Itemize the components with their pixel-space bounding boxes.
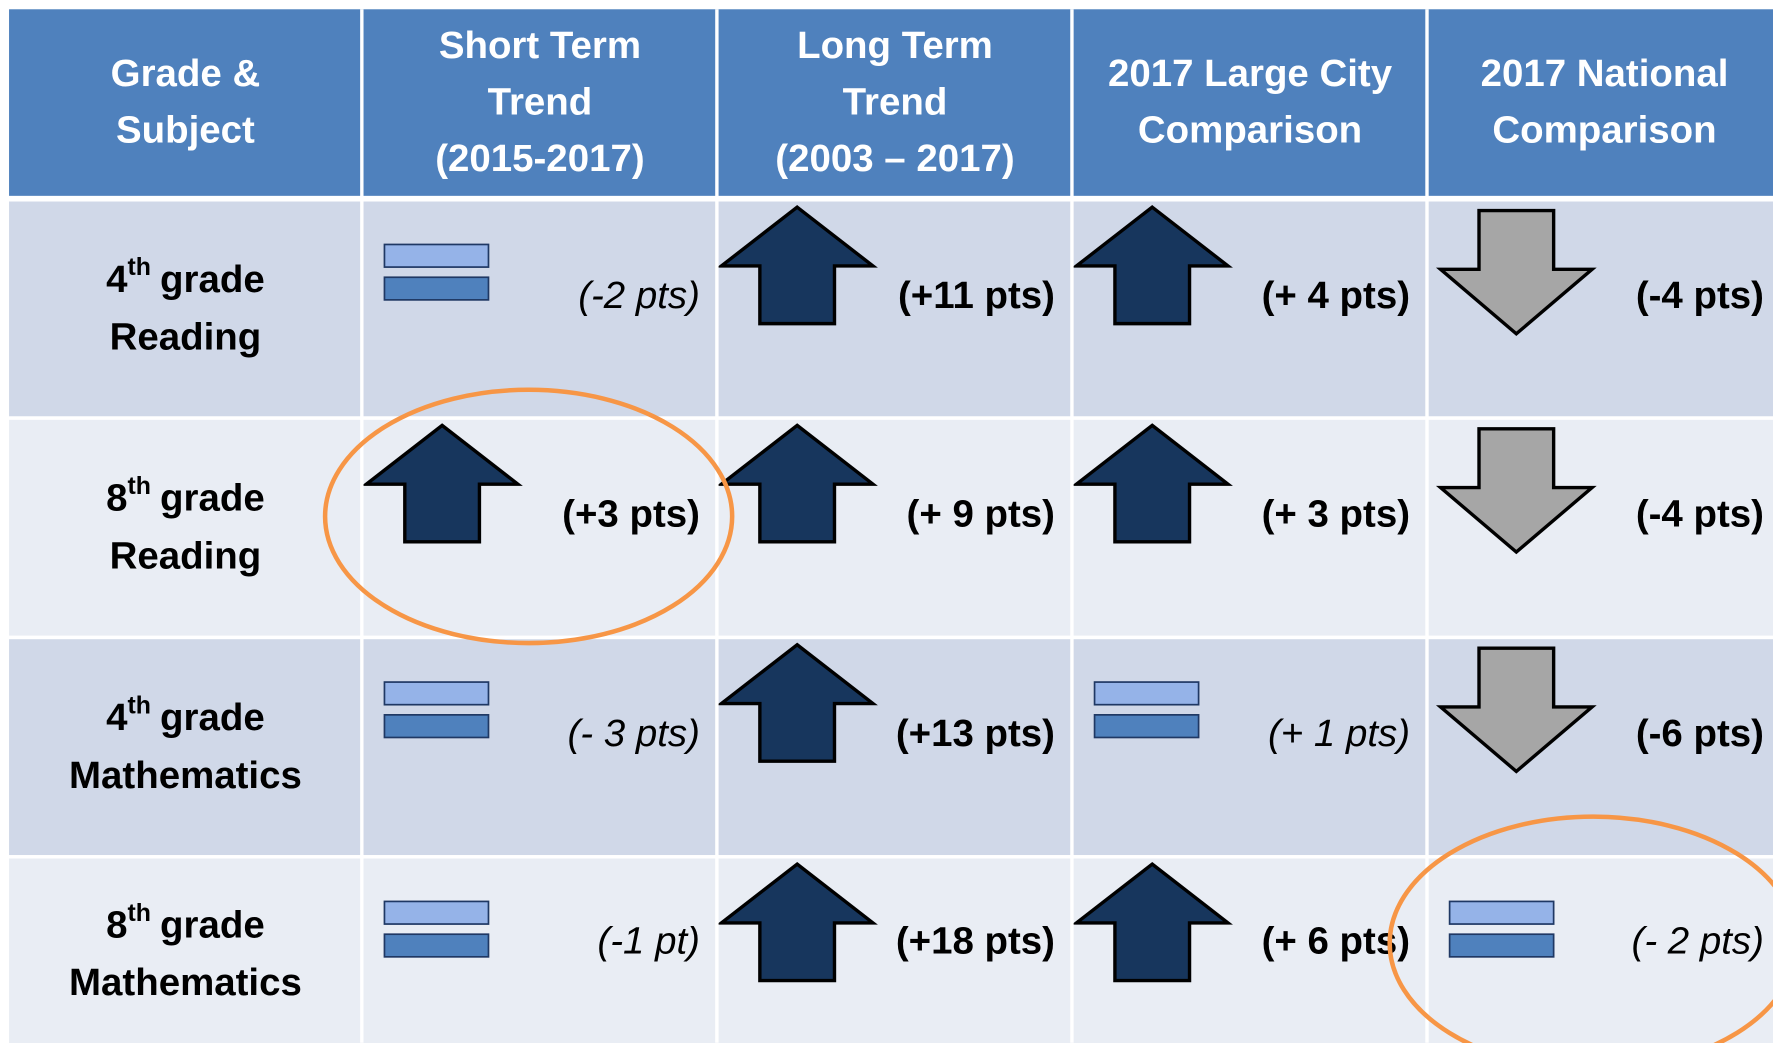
equal-bar-top [383,900,490,925]
arrow-up [1071,205,1233,326]
change-text: (+ 1 pts) [1268,712,1410,755]
equal-bar-bottom [383,714,490,739]
grade-number: 8 [106,904,127,947]
equal-bar-top [383,243,490,268]
header-text: 2017 National [1481,52,1729,95]
arrow-up [716,861,878,983]
grade-word: grade [160,258,265,301]
change-text: (- 3 pts) [568,712,700,755]
arrow-down [1435,427,1597,555]
header-text: Grade & [111,52,261,95]
change-text: (-2 pts) [578,274,700,317]
subject-label: Reading [110,316,262,359]
grade-label: 8th grade [106,898,265,946]
subject-label: Mathematics [69,754,302,797]
grade-suffix: th [128,898,151,926]
change-text: (+3 pts) [562,493,700,536]
change-text: (- 2 pts) [1632,919,1764,962]
header-text: (2003 – 2017) [775,137,1014,180]
arrow-up [1071,861,1233,983]
header-text: Trend [488,80,593,123]
highlight-circle [1387,814,1773,1043]
header-text: Long Term [797,24,993,67]
grade-label: 8th grade [106,472,265,520]
grade-number: 8 [106,477,127,520]
change-text: (+11 pts) [898,274,1055,317]
arrow-up [361,423,523,544]
equal-bar-top [383,681,490,706]
grade-suffix: th [128,472,151,500]
arrow-down [1435,208,1597,337]
grade-suffix: th [128,691,151,719]
header-text: Comparison [1138,109,1362,152]
equal-bar-top [1093,681,1200,706]
subject-label: Mathematics [69,961,302,1004]
change-text: (-1 pt) [597,919,700,962]
header-text: Short Term [439,24,641,67]
change-text: (+13 pts) [896,712,1055,755]
change-text: (+ 4 pts) [1262,274,1410,317]
equal-bar-bottom [1448,933,1555,958]
change-text: (+18 pts) [896,919,1055,962]
grade-number: 4 [106,258,128,301]
change-text: (-4 pts) [1636,274,1764,317]
subject-label: Reading [110,534,262,577]
header-text: Subject [116,109,255,152]
grade-number: 4 [106,696,128,739]
equal-bar-top [1448,900,1555,925]
header-bg [9,9,1773,196]
change-text: (-6 pts) [1636,712,1764,755]
arrow-up [716,205,878,326]
arrow-up [716,642,878,763]
grade-label: 4th grade [106,691,265,739]
highlight-circle [322,387,735,646]
header-text: Comparison [1492,109,1716,152]
arrow-up [1071,423,1233,544]
grade-word: grade [160,696,265,739]
grade-label: 4th grade [106,253,265,301]
grade-word: grade [160,477,265,520]
equal-bar-bottom [383,276,490,301]
change-text: (+ 6 pts) [1262,919,1410,962]
header-text: Trend [843,80,948,123]
equal-bar-bottom [383,933,490,958]
header-text: 2017 Large City [1108,52,1393,95]
arrow-down [1435,646,1597,774]
change-text: (+ 9 pts) [907,493,1055,536]
header-text: (2015-2017) [435,137,644,180]
change-text: (-4 pts) [1636,493,1764,536]
equal-bar-bottom [1093,714,1200,739]
change-text: (+ 3 pts) [1262,493,1410,536]
grade-suffix: th [128,253,151,281]
grade-word: grade [160,904,265,947]
